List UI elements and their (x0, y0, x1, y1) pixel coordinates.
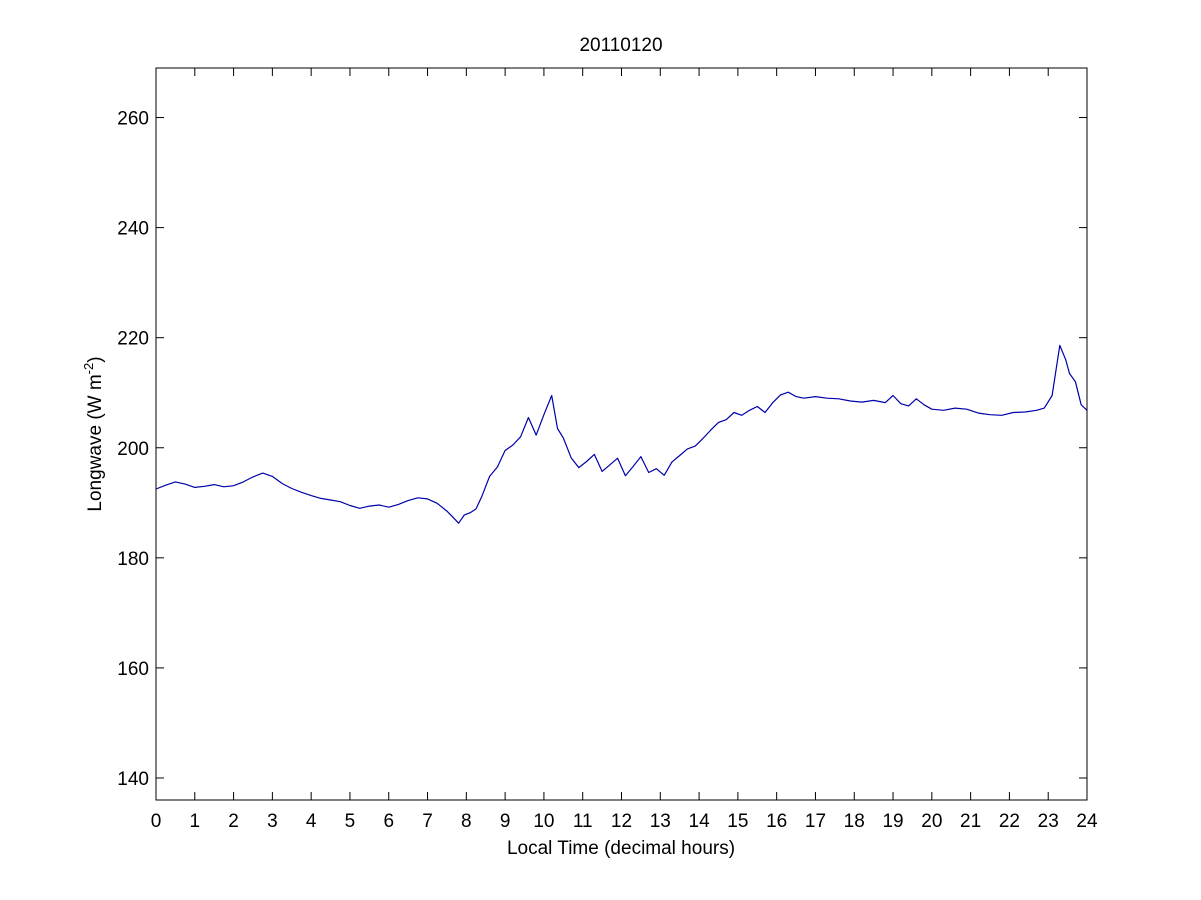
x-tick-label: 6 (383, 811, 394, 832)
y-axis-label-exponent: -2 (81, 363, 96, 375)
x-tick-label: 17 (805, 811, 826, 832)
x-tick-label: 4 (306, 811, 317, 832)
x-tick-label: 24 (1076, 811, 1098, 832)
x-tick-label: 0 (151, 811, 162, 832)
y-axis: 140 160 180 200 220 240 260 (117, 109, 1087, 790)
x-tick-label: 2 (228, 811, 239, 832)
x-tick-label: 5 (345, 811, 356, 832)
x-tick-label: 16 (766, 811, 787, 832)
x-axis: 0 1 2 3 4 5 6 7 8 9 10 11 12 13 14 15 16 17 18 19 20 21 22 23 24 (151, 68, 1098, 832)
y-axis-label-text: Longwave (W m (85, 374, 106, 511)
x-tick-label: 18 (844, 811, 865, 832)
x-tick-label: 10 (533, 811, 554, 832)
x-tick-label: 20 (921, 811, 942, 832)
x-tick-label: 3 (267, 811, 278, 832)
x-tick-label: 12 (611, 811, 632, 832)
x-tick-label: 23 (1038, 811, 1059, 832)
x-tick-label: 15 (727, 811, 748, 832)
x-tick-label: 19 (882, 811, 903, 832)
chart-title: 20110120 (579, 35, 662, 56)
x-tick-label: 13 (650, 811, 671, 832)
x-axis-label: Local Time (decimal hours) (507, 838, 735, 859)
y-tick-label: 140 (117, 769, 149, 790)
x-tick-label: 1 (190, 811, 201, 832)
y-tick-label: 220 (117, 329, 149, 350)
x-tick-label: 14 (689, 811, 711, 832)
x-tick-label: 11 (573, 811, 593, 832)
y-tick-label: 200 (117, 439, 149, 460)
y-axis-label: Longwave (W m-2) (81, 356, 106, 511)
y-tick-label: 240 (117, 219, 149, 240)
y-tick-label: 160 (117, 659, 149, 680)
plot-area (155, 344, 1088, 524)
series-line (155, 344, 1088, 524)
y-tick-label: 180 (117, 549, 149, 570)
x-tick-label: 8 (461, 811, 472, 832)
x-tick-label: 21 (960, 811, 981, 832)
y-axis-label-close: ) (85, 356, 106, 362)
y-tick-label: 260 (117, 109, 149, 130)
x-tick-label: 7 (422, 811, 433, 832)
x-tick-label: 22 (999, 811, 1020, 832)
x-tick-label: 9 (500, 811, 511, 832)
